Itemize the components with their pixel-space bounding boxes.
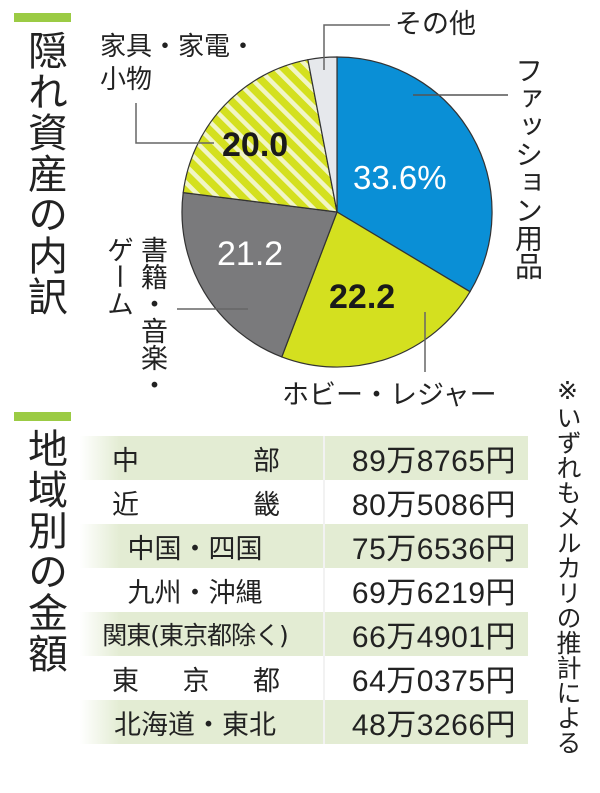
column-divider	[323, 568, 325, 612]
pie-chart	[135, 24, 508, 372]
table-row: 関東(東京都除く) 66万4901円	[80, 612, 528, 656]
amount-cell: 80万5086円	[351, 489, 516, 522]
label-other: その他	[395, 9, 476, 40]
amount-cell: 64万0375円	[351, 665, 516, 698]
value-furniture: 20.0	[222, 126, 289, 164]
column-divider	[323, 612, 325, 656]
column-divider	[323, 700, 325, 744]
region-text: 東	[112, 665, 139, 697]
amount-cell: 89万8765円	[351, 445, 516, 478]
slice-hobby	[281, 211, 471, 368]
slice-other	[307, 56, 338, 213]
column-divider	[323, 436, 325, 480]
region-cell: 中国・四国	[127, 533, 263, 565]
table-row: 東 京 都 64万0375円	[80, 656, 528, 700]
leader-line-other	[323, 24, 390, 70]
label-books-line2: ゲーム	[102, 236, 133, 317]
regional-amount-table: 中 部 89万8765円 近 畿 80万5086円 中国・四国 75万6536円…	[80, 436, 528, 744]
amount-cell: 75万6536円	[351, 533, 516, 566]
slice-fashion	[336, 56, 493, 293]
table-row: 中国・四国 75万6536円	[80, 524, 528, 568]
label-furniture-line1: 家具・家電・	[100, 32, 257, 62]
leader-line-furniture	[135, 103, 214, 144]
region-cell: 東 京 都	[80, 659, 310, 698]
label-fashion: ファッション用品	[511, 56, 544, 280]
section-accent-bar	[14, 13, 71, 22]
region-cell: 九州・沖縄	[127, 577, 263, 609]
table-section-title: 地域別の金額	[21, 428, 67, 674]
amount-cell: 69万6219円	[351, 577, 516, 610]
region-cell: 関東(東京都除く)	[102, 621, 289, 650]
column-divider	[323, 656, 325, 700]
region-text: 中	[112, 445, 139, 477]
slice-furniture	[182, 58, 338, 213]
label-furniture-line2: 小物	[100, 65, 153, 95]
value-fashion: 33.6%	[353, 159, 447, 196]
column-divider	[323, 524, 325, 568]
amount-cell: 48万3266円	[351, 709, 516, 742]
slice-books	[181, 191, 338, 358]
table-row: 中 部 89万8765円	[80, 436, 528, 480]
region-text: 畿	[253, 489, 280, 521]
pie-section-title: 隠れ資産の内訳	[21, 30, 67, 317]
region-text: 都	[253, 665, 280, 697]
value-hobby: 22.2	[329, 278, 396, 316]
table-row: 北海道・東北 48万3266円	[80, 700, 528, 744]
region-cell: 近 畿	[80, 483, 310, 522]
region-text: 部	[253, 445, 280, 477]
value-books: 21.2	[217, 235, 284, 273]
region-text: 京	[182, 665, 210, 697]
region-cell: 北海道・東北	[114, 709, 276, 741]
amount-cell: 66万4901円	[351, 621, 516, 654]
label-hobby: ホビー・レジャー	[282, 380, 497, 411]
section-accent-bar	[14, 412, 71, 421]
source-note: ※いずれもメルカリの推計による	[553, 376, 582, 755]
table-row: 近 畿 80万5086円	[80, 480, 528, 524]
table-row: 九州・沖縄 69万6219円	[80, 568, 528, 612]
column-divider	[323, 480, 325, 524]
label-books-line1: 書籍・音楽・	[136, 236, 167, 398]
region-text: 近	[112, 489, 139, 521]
region-cell: 中 部	[80, 439, 310, 478]
